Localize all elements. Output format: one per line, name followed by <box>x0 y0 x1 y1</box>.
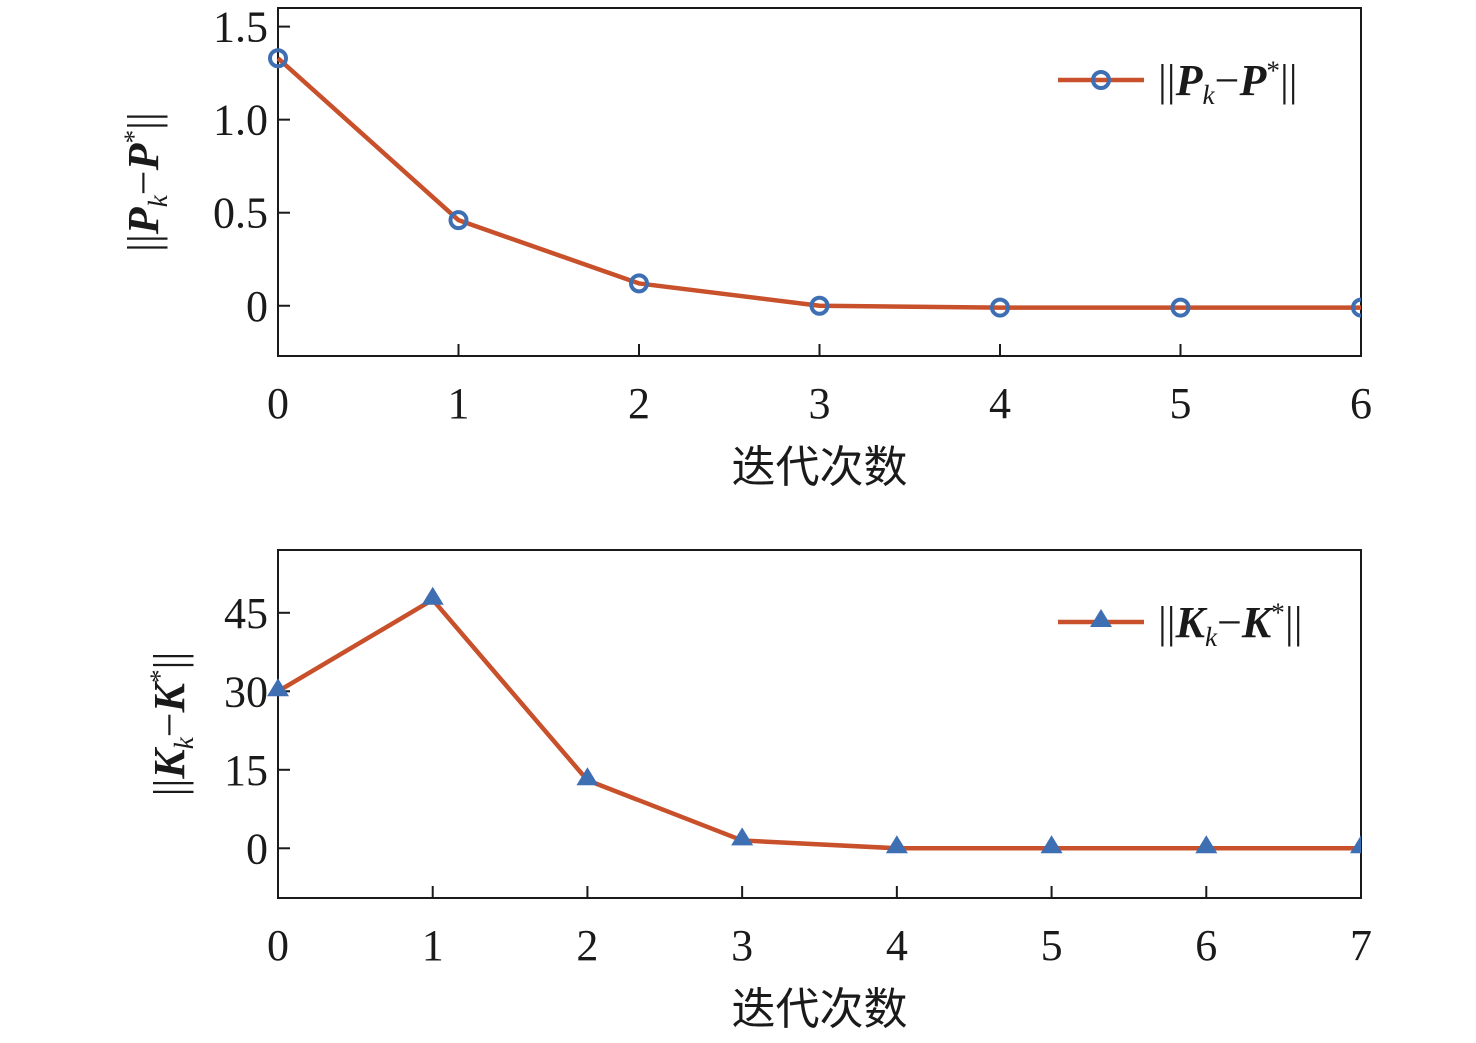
y-axis-title-norm-close: || <box>145 652 194 670</box>
data-point-marker <box>1195 835 1218 854</box>
legend: ||Pk−P*|| <box>1058 56 1298 110</box>
legend-label-norm-open: || <box>1158 598 1176 647</box>
y-tick-label: 0 <box>246 824 268 873</box>
y-tick-label: 1.0 <box>213 96 268 145</box>
legend-label-minus: − <box>1215 56 1240 105</box>
data-point-marker <box>267 678 289 697</box>
x-tick-label: 4 <box>886 921 908 970</box>
y-axis-title: ||Kk−K*|| <box>145 652 199 797</box>
legend-label-main2: K <box>1241 598 1274 647</box>
legend-label-main: P <box>1175 56 1204 105</box>
x-tick-label: 2 <box>576 921 598 970</box>
y-axis-title: ||Pk−P*|| <box>119 112 173 252</box>
series-line <box>276 56 1361 310</box>
legend-label: ||Pk−P*|| <box>1158 56 1298 110</box>
plot-frame <box>277 549 1362 899</box>
y-axis-title-norm-close: || <box>119 112 168 130</box>
y-axis-title-main: P <box>119 206 168 235</box>
x-tick-label: 0 <box>267 921 289 970</box>
series-1 <box>268 48 1361 318</box>
legend-label-norm-open: || <box>1158 56 1176 105</box>
y-tick-label: 0 <box>246 282 268 331</box>
data-point-marker <box>990 297 1010 318</box>
y-axis-title-sup: * <box>119 130 149 144</box>
y-axis-title-minus: − <box>145 712 194 737</box>
data-point-marker <box>629 273 649 294</box>
series-line <box>276 597 1361 851</box>
y-axis-title-main2: P <box>119 142 168 171</box>
y-axis-title-sub: k <box>143 194 173 207</box>
legend-label-norm-close: || <box>1285 598 1303 647</box>
y-axis-title-minus: − <box>119 170 168 195</box>
y-axis-title-norm-open: || <box>119 234 168 252</box>
x-tick-label: 3 <box>809 379 831 428</box>
legend-label-main2: P <box>1238 56 1267 105</box>
x-axis-title: 迭代次数 <box>732 442 908 493</box>
data-point-marker <box>885 835 908 854</box>
data-point-marker <box>1350 835 1361 854</box>
x-tick-label: 1 <box>448 379 470 428</box>
legend-marker <box>1090 609 1112 627</box>
data-point-marker <box>1170 297 1191 318</box>
x-tick-label: 0 <box>267 379 289 428</box>
x-tick-label: 7 <box>1350 921 1372 970</box>
data-point-marker <box>1040 835 1063 854</box>
y-axis-title-sub: k <box>169 736 199 749</box>
x-tick-label: 4 <box>989 379 1011 428</box>
y-tick-label: 0.5 <box>213 189 268 238</box>
data-point-marker <box>421 586 444 605</box>
legend-label-sup: * <box>1271 598 1285 628</box>
x-tick-label: 1 <box>422 921 444 970</box>
legend-label-sub: k <box>1203 80 1216 110</box>
y-tick-label: 1.5 <box>213 3 268 52</box>
data-point-marker <box>809 295 830 316</box>
legend-label-main: K <box>1175 598 1208 647</box>
x-tick-label: 3 <box>731 921 753 970</box>
data-point-marker <box>731 827 754 846</box>
legend-marker <box>1091 70 1111 90</box>
y-axis-title-sup: * <box>145 669 175 683</box>
y-tick-label: 30 <box>224 667 268 716</box>
x-tick-label: 5 <box>1041 921 1063 970</box>
data-point-marker <box>1351 297 1361 318</box>
x-tick-label: 6 <box>1350 379 1372 428</box>
legend: ||Kk−K*|| <box>1058 598 1303 652</box>
legend-label-minus: − <box>1217 598 1242 647</box>
y-tick-label: 45 <box>224 589 268 638</box>
x-axis-title: 迭代次数 <box>732 984 908 1035</box>
data-point-marker <box>268 48 288 69</box>
x-tick-label: 2 <box>628 379 650 428</box>
series-1 <box>267 586 1361 854</box>
data-point-marker <box>576 767 599 786</box>
y-tick-label: 15 <box>224 746 268 795</box>
legend-label-norm-close: || <box>1280 56 1298 105</box>
y-axis-title-main2: K <box>145 680 194 713</box>
x-tick-label: 6 <box>1195 921 1217 970</box>
legend-label: ||Kk−K*|| <box>1158 598 1303 652</box>
legend-label-sup: * <box>1266 56 1280 86</box>
legend-label-sub: k <box>1205 622 1218 652</box>
x-tick-label: 5 <box>1170 379 1192 428</box>
y-axis-title-norm-open: || <box>145 779 194 797</box>
data-point-marker <box>448 210 469 231</box>
y-axis-title-main: K <box>145 747 194 780</box>
